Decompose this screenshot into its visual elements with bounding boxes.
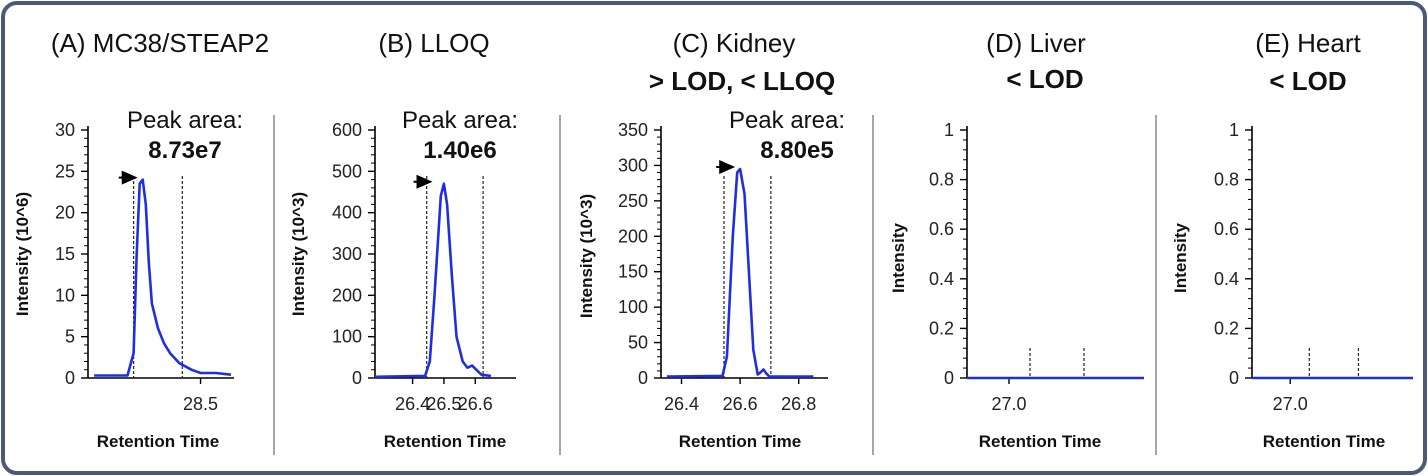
peak-area-value: 1.40e6	[423, 137, 496, 164]
y-tick-label: 10	[55, 285, 75, 305]
y-axis-label: Intensity	[1171, 223, 1190, 293]
panel-subtitle: > LOD, < LLOQ	[649, 66, 835, 96]
peak-apex-marker	[121, 170, 138, 185]
y-tick-label: 0.2	[929, 318, 954, 338]
chromatogram-trace	[666, 167, 814, 378]
x-tick-label: 26.6	[723, 394, 758, 414]
peak-area-label: Peak area:	[729, 107, 845, 134]
y-tick-label: 200	[332, 285, 362, 305]
panel-title: (A) MC38/STEAP2	[51, 28, 269, 58]
x-axis-label: Retention Time	[679, 432, 801, 451]
y-tick-label: 0	[65, 368, 75, 388]
y-tick-label: 200	[618, 226, 648, 246]
y-tick-label: 50	[628, 333, 648, 353]
panel-title: (C) Kidney	[673, 28, 796, 58]
x-tick-label: 26.4	[395, 394, 430, 414]
peak-apex-marker	[719, 159, 736, 174]
y-tick-label: 0.8	[1214, 170, 1239, 190]
peak-apex-marker	[416, 174, 433, 189]
y-tick-label: 500	[332, 161, 362, 181]
y-tick-label: 350	[618, 120, 648, 140]
y-tick-label: 1	[944, 120, 954, 140]
y-axis-label: Intensity (10^3)	[289, 192, 308, 316]
panel-title: (D) Liver	[986, 28, 1086, 58]
peak-area-value: 8.73e7	[148, 137, 221, 164]
y-tick-label: 25	[55, 161, 75, 181]
y-tick-label: 0	[944, 368, 954, 388]
y-tick-label: 100	[332, 327, 362, 347]
panel-c-chart: (C) Kidney > LOD, < LLOQ Peak area: 8.80…	[577, 28, 845, 451]
y-axis-label: Intensity	[889, 223, 908, 293]
y-tick-label: 20	[55, 203, 75, 223]
y-tick-label: 400	[332, 203, 362, 223]
y-tick-label: 100	[618, 297, 648, 317]
y-tick-label: 0	[352, 368, 362, 388]
y-tick-label: 300	[332, 244, 362, 264]
panel-b-chart: (B) LLOQ Peak area: 1.40e6 Retention Tim…	[289, 28, 518, 451]
y-tick-label: 0.6	[929, 219, 954, 239]
y-tick-label: 0.2	[1214, 318, 1239, 338]
panel-title: (B) LLOQ	[378, 28, 489, 58]
x-axis-label: Retention Time	[1263, 432, 1385, 451]
y-tick-label: 150	[618, 262, 648, 282]
x-tick-label: 26.6	[458, 394, 493, 414]
y-tick-label: 0.4	[929, 269, 954, 289]
x-tick-label: 26.4	[664, 394, 699, 414]
peak-area-label: Peak area:	[402, 107, 518, 134]
y-tick-label: 250	[618, 191, 648, 211]
y-tick-label: 30	[55, 120, 75, 140]
y-tick-label: 15	[55, 244, 75, 264]
panel-a-chart: (A) MC38/STEAP2 Peak area: 8.73e7 Retent…	[13, 28, 269, 451]
peak-area-value: 8.80e5	[760, 137, 833, 164]
chromatogram-trace	[94, 178, 232, 377]
x-tick-label: 27.0	[991, 394, 1026, 414]
x-axis-label: Retention Time	[384, 432, 506, 451]
y-tick-label: 0.4	[1214, 269, 1239, 289]
y-tick-label: 0	[638, 368, 648, 388]
y-tick-label: 0	[1229, 368, 1239, 388]
peak-area-label: Peak area:	[127, 107, 243, 134]
panel-subtitle: < LOD	[1269, 66, 1346, 96]
x-tick-label: 26.5	[426, 394, 461, 414]
y-tick-label: 300	[618, 155, 648, 175]
chromatogram-trace	[374, 182, 492, 379]
x-axis-label: Retention Time	[97, 432, 219, 451]
x-tick-label: 26.8	[781, 394, 816, 414]
x-axis-label: Retention Time	[979, 432, 1101, 451]
y-tick-label: 0.8	[929, 170, 954, 190]
y-axis-label: Intensity (10^3)	[577, 194, 596, 318]
y-tick-label: 1	[1229, 120, 1239, 140]
x-tick-label: 27.0	[1273, 394, 1308, 414]
panel-title: (E) Heart	[1255, 28, 1361, 58]
y-axis-label: Intensity (10^6)	[13, 192, 32, 316]
y-tick-label: 0.6	[1214, 219, 1239, 239]
panel-e-chart: (E) Heart < LOD Retention Time Intensity…	[1171, 28, 1413, 451]
y-tick-label: 600	[332, 120, 362, 140]
panel-subtitle: < LOD	[1006, 64, 1083, 94]
x-tick-label: 28.5	[183, 394, 218, 414]
panel-d-chart: (D) Liver < LOD Retention Time Intensity…	[889, 28, 1144, 451]
y-tick-label: 5	[65, 327, 75, 347]
